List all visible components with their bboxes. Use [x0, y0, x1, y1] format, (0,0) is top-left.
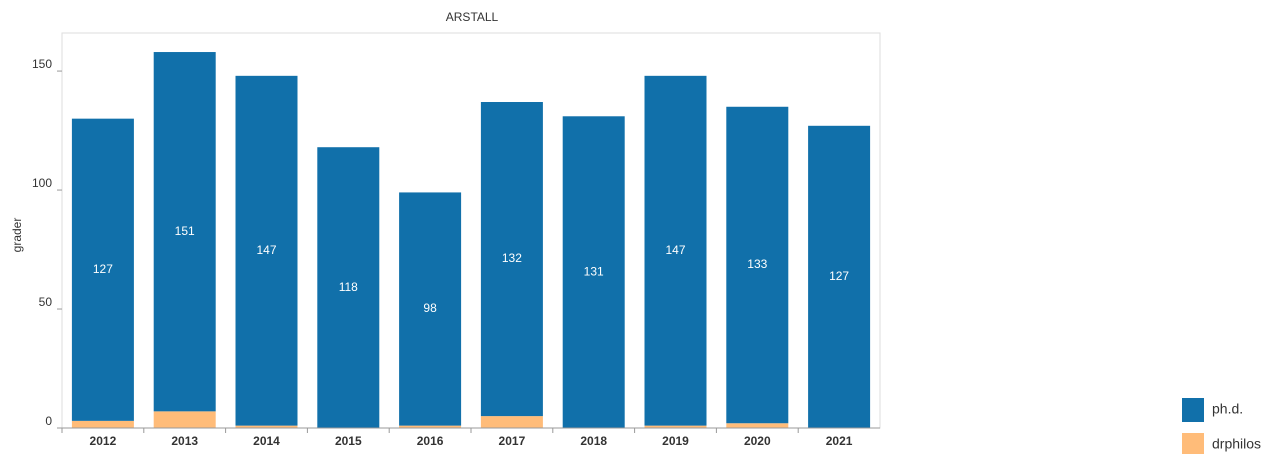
x-tick-label: 2020 [744, 434, 771, 448]
bar-segment [235, 75, 298, 426]
bar-segment [562, 116, 625, 428]
data-label: 147 [665, 243, 685, 257]
bar-segment [480, 416, 543, 428]
bar-segment [808, 125, 871, 428]
legend-swatch [1182, 433, 1204, 457]
bar-segment [726, 106, 789, 424]
x-tick-label: 2019 [662, 434, 689, 448]
x-tick-label: 2016 [417, 434, 444, 448]
y-tick-label: 50 [39, 295, 53, 309]
y-axis-label: grader [10, 218, 24, 253]
legend-swatch [1182, 398, 1204, 422]
bar-segment [399, 425, 462, 428]
legend-label: drphilos [1212, 436, 1261, 452]
data-label: 131 [584, 264, 604, 278]
bar-segment [317, 147, 380, 429]
y-tick-label: 100 [32, 176, 52, 190]
chart-title: ARSTALL [446, 10, 499, 24]
x-tick-label: 2014 [253, 434, 280, 448]
x-tick-label: 2012 [90, 434, 117, 448]
y-tick-label: 0 [45, 414, 52, 428]
data-label: 98 [423, 301, 437, 315]
data-label: 127 [829, 269, 849, 283]
data-label: 132 [502, 251, 522, 265]
bar-segment [71, 118, 134, 421]
x-tick-label: 2017 [499, 434, 526, 448]
data-label: 147 [256, 243, 276, 257]
bar-segment [644, 425, 707, 428]
legend-label: ph.d. [1212, 401, 1243, 417]
bar-segment [726, 423, 789, 428]
data-label: 151 [175, 224, 195, 238]
bar-segment [153, 411, 216, 428]
data-label: 133 [747, 257, 767, 271]
bar-segment [71, 420, 134, 428]
bar-segment [235, 425, 298, 428]
y-tick-label: 150 [32, 57, 52, 71]
x-tick-label: 2018 [580, 434, 607, 448]
x-tick-label: 2015 [335, 434, 362, 448]
bar-segment [399, 192, 462, 426]
bar-segment [153, 52, 216, 412]
x-tick-label: 2013 [171, 434, 198, 448]
x-tick-label: 2021 [826, 434, 853, 448]
bar-segment [644, 75, 707, 426]
bar-segment [480, 102, 543, 417]
data-label: 118 [339, 280, 358, 294]
data-label: 127 [93, 262, 113, 276]
